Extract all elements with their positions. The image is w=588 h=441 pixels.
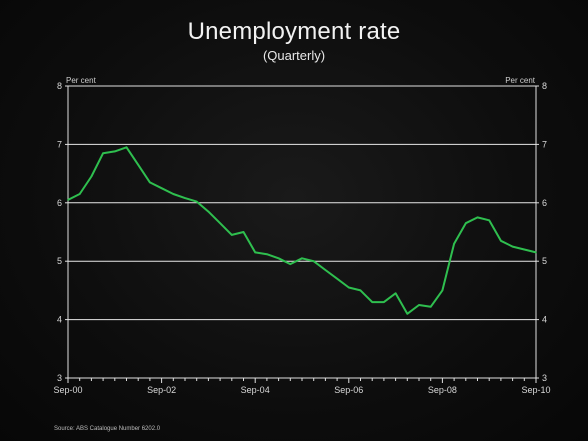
data-point — [488, 219, 491, 222]
data-point — [336, 277, 338, 280]
x-tick-label: Sep-02 — [147, 385, 176, 395]
x-tick-label: Sep-08 — [428, 385, 457, 395]
x-tick-label: Sep-10 — [521, 385, 550, 395]
y-tick-label-right: 3 — [542, 373, 547, 383]
y-tick-label-right: 7 — [542, 139, 547, 149]
data-point — [277, 257, 280, 260]
y-tick-label-left: 3 — [57, 373, 62, 383]
y-tick-label-left: 7 — [57, 139, 62, 149]
data-point — [184, 197, 186, 199]
data-point — [359, 289, 362, 292]
data-point — [149, 181, 151, 184]
data-point — [453, 242, 455, 245]
data-point — [312, 260, 315, 263]
data-point — [219, 222, 221, 225]
data-point — [195, 200, 198, 203]
y-tick-label-right: 4 — [542, 315, 547, 325]
data-point — [125, 146, 128, 149]
data-point — [207, 210, 210, 213]
chart-title: Unemployment rate — [187, 18, 401, 45]
data-point — [371, 301, 374, 303]
data-point — [231, 234, 233, 236]
data-point — [418, 304, 420, 306]
source-note: Source: ABS Catalogue Number 6202.0 — [54, 426, 161, 432]
y-tick-label-left: 8 — [57, 81, 62, 91]
data-point — [102, 152, 104, 154]
data-point — [465, 222, 467, 225]
data-point — [406, 312, 409, 315]
y-axis-label-right: Per cent — [505, 76, 536, 85]
data-point — [137, 164, 139, 166]
data-point — [348, 286, 350, 289]
y-tick-label-right: 6 — [542, 198, 547, 208]
data-point — [429, 305, 432, 308]
data-point — [535, 251, 537, 254]
y-axis-label-left: Per cent — [66, 76, 97, 85]
data-point — [476, 216, 479, 219]
data-point — [172, 193, 175, 195]
data-point — [266, 253, 268, 255]
series-line-unemployment-rate — [67, 146, 537, 315]
data-point — [523, 248, 526, 251]
data-point — [78, 193, 81, 195]
data-point — [160, 187, 163, 189]
data-point — [67, 199, 69, 201]
y-tick-label-left: 6 — [57, 198, 62, 208]
y-tick-label-left: 5 — [57, 256, 62, 266]
data-point — [289, 263, 292, 265]
x-tick-label: Sep-04 — [241, 385, 270, 395]
y-tick-label-right: 8 — [542, 81, 547, 91]
data-point — [383, 301, 385, 303]
x-tick-label: Sep-06 — [334, 385, 363, 395]
data-point — [242, 231, 245, 233]
x-tick-label: Sep-00 — [53, 385, 82, 395]
data-point — [254, 251, 256, 254]
data-point — [114, 150, 116, 153]
data-point — [394, 292, 397, 295]
chart-subtitle: (Quarterly) — [262, 48, 326, 63]
data-point — [500, 239, 502, 242]
data-point — [324, 269, 327, 271]
data-point — [301, 257, 303, 260]
y-tick-label-left: 4 — [57, 315, 62, 325]
data-point — [90, 175, 93, 178]
data-point — [441, 289, 444, 292]
data-point — [511, 245, 514, 248]
plot-frame — [67, 85, 537, 379]
y-tick-label-right: 5 — [542, 256, 547, 266]
